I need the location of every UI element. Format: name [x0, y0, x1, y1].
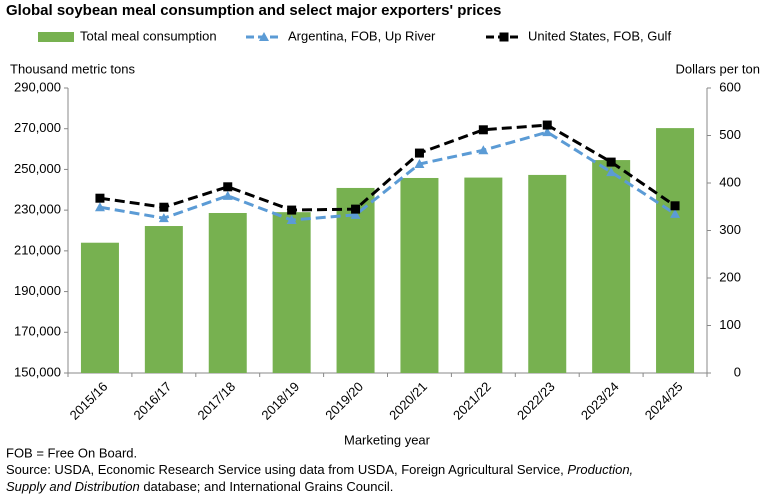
line — [99, 130, 676, 222]
y2-axis-title: Dollars per ton — [675, 61, 760, 76]
marker — [499, 32, 509, 42]
line — [99, 123, 676, 212]
marker — [542, 120, 552, 130]
y-tick-label: 270,000 — [14, 120, 61, 135]
x-tick-label: 2020/21 — [386, 379, 430, 423]
y2-tick-label: 400 — [719, 174, 741, 189]
marker — [478, 125, 488, 135]
marker — [542, 127, 553, 137]
marker — [606, 167, 617, 177]
marker — [94, 202, 105, 212]
marker — [478, 145, 489, 155]
marker — [287, 205, 297, 215]
marker — [350, 209, 361, 219]
marker — [606, 157, 616, 167]
x-tick-label: 2016/17 — [131, 379, 175, 423]
marker — [159, 202, 169, 212]
bar — [400, 177, 439, 373]
y-tick-label: 290,000 — [14, 79, 61, 94]
x-tick-label: 2018/19 — [258, 379, 302, 423]
marker — [414, 148, 424, 158]
bar — [592, 160, 631, 373]
bar — [144, 226, 183, 373]
marker — [223, 182, 233, 192]
y-tick-label: 170,000 — [14, 324, 61, 339]
bar — [80, 242, 119, 373]
x-tick-label: 2022/23 — [514, 379, 558, 423]
x-tick-label: 2015/16 — [67, 379, 111, 423]
bar — [208, 212, 247, 373]
y2-tick-label: 200 — [719, 269, 741, 284]
y-tick-label: 230,000 — [14, 202, 61, 217]
source-note: Supply and Distribution database; and In… — [6, 479, 393, 494]
marker — [286, 215, 297, 225]
marker — [95, 193, 105, 203]
bar — [272, 212, 311, 373]
y-tick-label: 190,000 — [14, 283, 61, 298]
x-tick-label: 2021/22 — [450, 379, 494, 423]
marker — [259, 32, 269, 41]
marker — [351, 204, 361, 214]
source-note: Source: USDA, Economic Research Service … — [6, 462, 633, 477]
footnote: FOB = Free On Board. — [6, 445, 137, 460]
y-tick-label: 250,000 — [14, 161, 61, 176]
bar — [464, 177, 503, 373]
y-tick-label: 210,000 — [14, 242, 61, 257]
legend-swatch — [38, 32, 74, 42]
bar — [656, 128, 695, 373]
y2-tick-label: 600 — [719, 79, 741, 94]
marker — [414, 159, 425, 168]
source-segment: database; and International Grains Counc… — [140, 479, 394, 494]
x-tick-label: 2023/24 — [578, 379, 622, 423]
y-axis-title: Thousand metric tons — [10, 61, 136, 76]
source-segment: Supply and Distribution — [6, 479, 140, 494]
x-tick-label: 2024/25 — [642, 379, 686, 423]
marker — [222, 190, 233, 200]
x-axis-title: Marketing year — [344, 432, 431, 447]
x-tick-label: 2019/20 — [322, 379, 366, 423]
source-segment: Production, — [567, 462, 633, 477]
y2-tick-label: 100 — [719, 317, 741, 332]
marker — [670, 201, 680, 211]
y2-tick-label: 0 — [734, 364, 741, 379]
source-segment: Source: USDA, Economic Research Service … — [6, 462, 567, 477]
bar — [528, 174, 567, 373]
legend-label: Argentina, FOB, Up River — [288, 28, 436, 43]
y2-tick-label: 300 — [719, 222, 741, 237]
legend-label: Total meal consumption — [80, 28, 217, 43]
legend-label: United States, FOB, Gulf — [528, 28, 671, 43]
x-tick-label: 2017/18 — [194, 379, 238, 423]
chart-title: Global soybean meal consumption and sele… — [6, 2, 501, 19]
y-tick-label: 150,000 — [14, 364, 61, 379]
y2-tick-label: 500 — [719, 127, 741, 142]
marker — [670, 208, 681, 218]
marker — [158, 213, 169, 223]
